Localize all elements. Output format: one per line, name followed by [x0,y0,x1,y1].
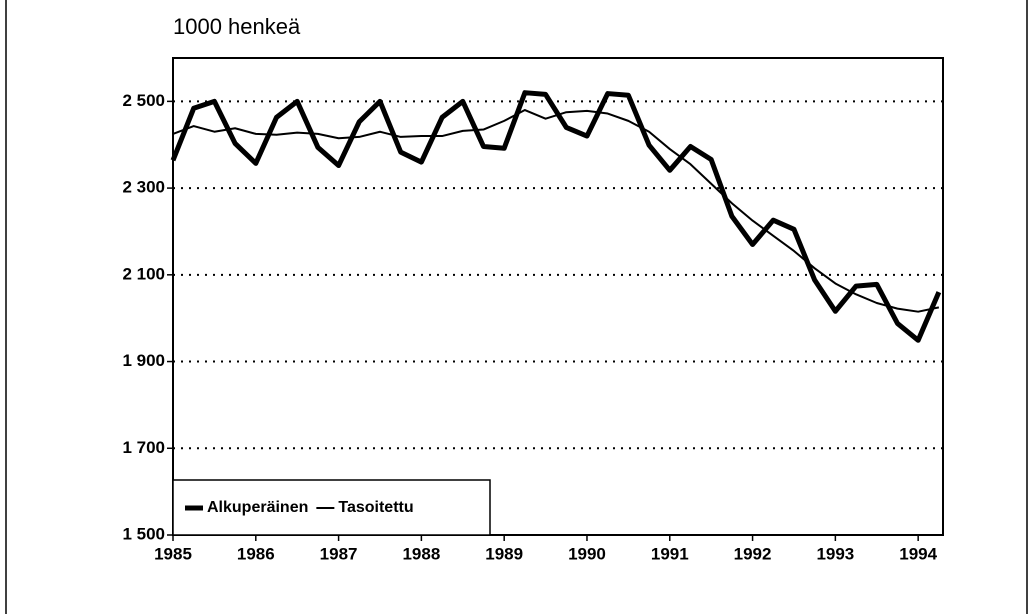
x-tick-label: 1989 [485,544,523,563]
x-tick-label: 1985 [154,544,192,563]
chart-title: 1000 henkeä [173,14,301,39]
x-tick-label: 1988 [402,544,440,563]
y-tick-label: 2 100 [122,264,165,283]
x-tick-label: 1990 [568,544,606,563]
series-line [170,90,942,343]
x-tick-label: 1986 [237,544,275,563]
y-tick-label: 1 900 [122,351,165,370]
plot-area [172,57,944,536]
legend-label: Tasoitettu [338,499,413,516]
series-line [172,109,940,313]
x-tick-label: 1991 [651,544,689,563]
x-tick-label: 1992 [734,544,772,563]
y-tick-label: 1 700 [122,438,165,457]
x-tick-label: 1987 [320,544,358,563]
legend-label: Alkuperäinen [207,499,308,516]
y-tick-label: 2 500 [122,91,165,110]
x-tick-label: 1993 [816,544,854,563]
frame [5,0,1028,614]
y-tick-label: 2 300 [122,178,165,197]
y-tick-label: 1 500 [122,524,165,543]
x-tick-label: 1994 [899,544,937,563]
